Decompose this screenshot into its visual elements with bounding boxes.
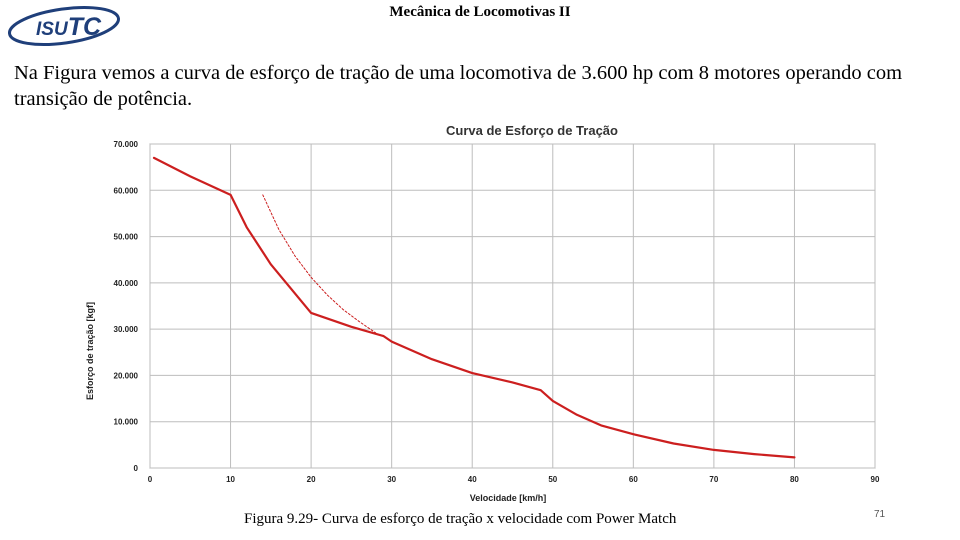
x-tick-label: 20	[307, 475, 316, 484]
x-tick-label: 50	[548, 475, 557, 484]
y-tick-label: 60.000	[114, 186, 139, 195]
chart-ticks: 0 10 20 30 40 50 60 70 80 90 0 10.000 20.000 30.000 40…	[114, 140, 880, 484]
x-tick-label: 0	[148, 475, 153, 484]
y-tick-label: 70.000	[114, 140, 139, 149]
x-tick-label: 10	[226, 475, 235, 484]
traction-effort-curve	[152, 156, 796, 459]
x-tick-label: 40	[468, 475, 477, 484]
x-tick-label: 70	[709, 475, 718, 484]
chart-title: Curva de Esforço de Tração	[446, 123, 618, 138]
x-tick-label: 90	[871, 475, 880, 484]
page-header-title: Mecânica de Locomotivas II	[389, 4, 571, 20]
x-tick-label: 60	[629, 475, 638, 484]
y-tick-label: 10.000	[114, 418, 139, 427]
isutc-logo: ISUTC	[7, 6, 121, 46]
traction-effort-chart: 0 10 20 30 40 50 60 70 80 90 0 10.000 20.000 30.000 40…	[85, 123, 880, 503]
x-tick-label: 30	[387, 475, 396, 484]
slide-number: 71	[874, 509, 886, 520]
y-tick-label: 30.000	[114, 325, 139, 334]
y-axis-label: Esforço de tração [kgf]	[85, 302, 95, 400]
x-tick-label: 80	[790, 475, 799, 484]
y-tick-label: 50.000	[114, 233, 139, 242]
chart-series	[152, 156, 796, 459]
intro-paragraph: Na Figura vemos a curva de esforço de tr…	[14, 62, 903, 110]
x-axis-label: Velocidade [km/h]	[470, 493, 547, 503]
svg-text:ISUTC: ISUTC	[36, 13, 102, 41]
y-tick-label: 20.000	[114, 371, 139, 380]
chart-grid	[149, 143, 876, 469]
dotted-reference-curve	[262, 194, 377, 334]
figure-caption: Figura 9.29- Curva de esforço de tração …	[244, 511, 677, 527]
y-tick-label: 40.000	[114, 279, 139, 288]
plot-frame	[149, 143, 876, 469]
y-tick-label: 0	[134, 464, 139, 473]
